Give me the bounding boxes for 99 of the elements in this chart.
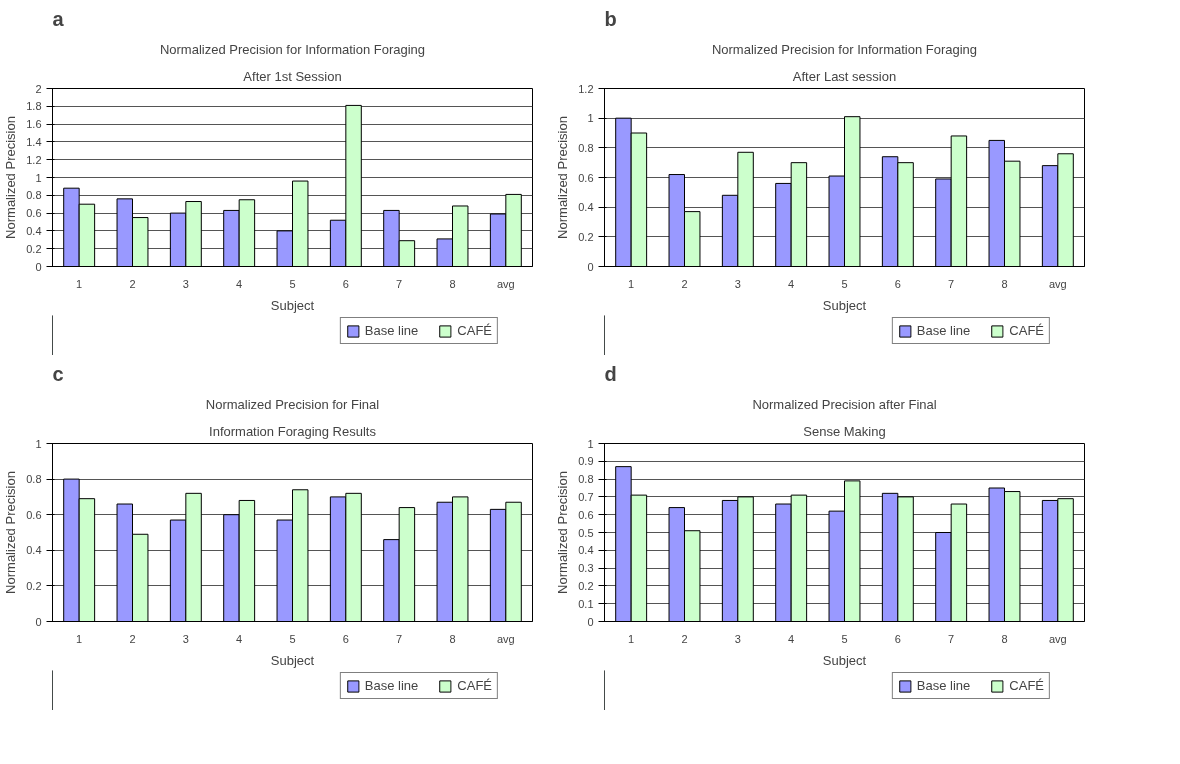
chart-title: Normalized Precision for Final: [205, 396, 380, 412]
y-tick-label: 0.6: [26, 508, 42, 521]
x-tick-label: 4: [788, 632, 795, 645]
y-tick-label: 0: [35, 260, 42, 273]
y-tick-label: 0: [587, 260, 594, 273]
x-tick-label: 3: [734, 277, 741, 290]
y-tick-label: 1: [587, 437, 594, 450]
text: b: [604, 7, 617, 30]
y-axis-title: Normalized Precision: [3, 116, 19, 239]
x-tick-label: 6: [894, 277, 901, 290]
y-tick-label: 0.5: [578, 526, 594, 539]
y-tick-label: 1.4: [26, 135, 42, 148]
chart-title: Normalized Precision after Final: [752, 396, 937, 412]
x-tick-label: 8: [1001, 632, 1008, 645]
y-tick-label: 0.8: [578, 141, 594, 154]
chart-subtitle: After Last session: [792, 68, 897, 84]
y-tick-label: 0.4: [578, 201, 594, 214]
x-tick-label: 4: [236, 277, 243, 290]
y-tick-label: 0.9: [578, 455, 594, 468]
chart-subtitle: After 1st Session: [243, 68, 342, 84]
y-tick-label: 0.6: [578, 171, 594, 184]
x-tick-label: 3: [182, 632, 189, 645]
x-tick-label: 7: [948, 277, 955, 290]
y-tick-label: 1: [587, 112, 594, 125]
x-tick-label: 5: [841, 277, 848, 290]
legend-label: Base line: [364, 323, 419, 338]
x-tick-label: 7: [396, 277, 403, 290]
y-tick-label: 1.2: [578, 82, 594, 95]
x-tick-label: 2: [129, 632, 136, 645]
y-tick-label: 0.6: [578, 508, 594, 521]
y-tick-label: 0.4: [578, 544, 594, 557]
text: c: [52, 362, 64, 385]
x-tick-label: 1: [628, 632, 635, 645]
y-tick-label: 0.6: [26, 207, 42, 220]
y-tick-label: 0.3: [578, 562, 594, 575]
y-tick-label: 1: [35, 437, 42, 450]
x-axis-title: Subject: [822, 652, 867, 668]
legend-label: CAFÉ: [457, 323, 492, 338]
text: d: [604, 362, 617, 385]
x-tick-label: 1: [76, 632, 83, 645]
x-axis-title: Subject: [270, 297, 315, 313]
y-axis-title: Normalized Precision: [555, 471, 571, 594]
y-tick-label: 0.2: [26, 579, 42, 592]
y-tick-label: 1: [35, 171, 42, 184]
x-tick-label: 4: [788, 277, 795, 290]
y-tick-label: 0.4: [26, 544, 42, 557]
y-tick-label: 0.2: [578, 230, 594, 243]
x-axis-title: Subject: [822, 297, 867, 313]
x-tick-label: 2: [681, 632, 688, 645]
y-tick-label: 1.2: [26, 153, 42, 166]
y-tick-label: 0.2: [26, 242, 42, 255]
x-tick-label: avg: [496, 277, 515, 290]
y-tick-label: 2: [35, 82, 42, 95]
x-tick-label: 2: [681, 277, 688, 290]
x-tick-label: 8: [1001, 277, 1008, 290]
x-tick-label: 1: [628, 277, 635, 290]
y-tick-label: 0.7: [578, 490, 594, 503]
chart-subtitle: Information Foraging Results: [209, 423, 377, 439]
y-tick-label: 0.2: [578, 579, 594, 592]
chart-title: Normalized Precision for Information Foraging: [711, 41, 978, 57]
x-tick-label: 5: [841, 632, 848, 645]
x-tick-label: 2: [129, 277, 136, 290]
x-tick-label: avg: [496, 632, 515, 645]
y-tick-label: 0.8: [26, 473, 42, 486]
x-tick-label: 6: [342, 277, 349, 290]
y-tick-label: 0: [587, 615, 594, 628]
x-axis-title: Subject: [270, 652, 315, 668]
x-tick-label: 6: [342, 632, 349, 645]
y-axis-title: Normalized Precision: [3, 471, 19, 594]
x-tick-label: 3: [734, 632, 741, 645]
legend-label: CAFÉ: [1009, 323, 1044, 338]
x-tick-label: avg: [1048, 632, 1067, 645]
x-tick-label: 5: [289, 632, 296, 645]
x-tick-label: 3: [182, 277, 189, 290]
y-tick-label: 0.8: [26, 189, 42, 202]
legend-label: Base line: [916, 323, 971, 338]
y-axis-title: Normalized Precision: [555, 116, 571, 239]
x-tick-label: 4: [236, 632, 243, 645]
text: a: [52, 7, 65, 30]
x-tick-label: avg: [1048, 277, 1067, 290]
x-tick-label: 1: [76, 277, 83, 290]
chart-title: Normalized Precision for Information Foraging: [159, 41, 426, 57]
legend-label: Base line: [916, 678, 971, 693]
y-tick-label: 0.1: [578, 597, 594, 610]
y-tick-label: 0.4: [26, 224, 42, 237]
x-tick-label: 7: [948, 632, 955, 645]
x-tick-label: 8: [449, 277, 456, 290]
x-tick-label: 5: [289, 277, 296, 290]
y-tick-label: 0.8: [578, 473, 594, 486]
x-tick-label: 8: [449, 632, 456, 645]
x-tick-label: 7: [396, 632, 403, 645]
legend-label: CAFÉ: [1009, 678, 1044, 693]
y-tick-label: 0: [35, 615, 42, 628]
chart-subtitle: Sense Making: [803, 423, 886, 439]
y-tick-label: 1.8: [26, 100, 42, 113]
y-tick-label: 1.6: [26, 118, 42, 131]
x-tick-label: 6: [894, 632, 901, 645]
legend-label: CAFÉ: [457, 678, 492, 693]
legend-label: Base line: [364, 678, 419, 693]
